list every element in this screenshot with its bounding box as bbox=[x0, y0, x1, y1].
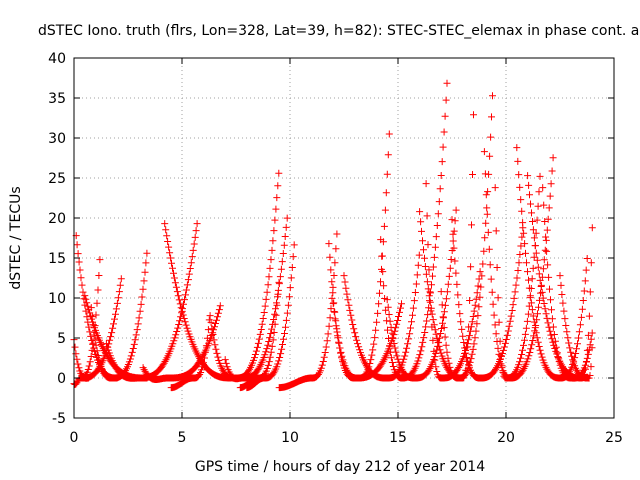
arc-markers bbox=[243, 241, 298, 392]
y-tick-label: 25 bbox=[48, 171, 66, 187]
satellite-arc bbox=[161, 220, 235, 382]
x-tick-label: 5 bbox=[178, 430, 187, 446]
satellite-arc bbox=[383, 206, 460, 382]
arc-markers bbox=[340, 251, 423, 382]
y-tick-label: 15 bbox=[48, 251, 66, 267]
satellite-arc bbox=[340, 251, 423, 382]
y-axis-label: dSTEC / TECUs bbox=[8, 186, 24, 289]
y-tick-label: 20 bbox=[48, 211, 66, 227]
satellite-arc bbox=[556, 272, 596, 382]
y-tick-label: 40 bbox=[48, 51, 66, 67]
plot-frame bbox=[73, 57, 615, 419]
y-tick-label: -5 bbox=[52, 411, 66, 427]
arc-markers bbox=[329, 130, 393, 382]
arc-markers bbox=[167, 316, 213, 392]
y-tick-label: 30 bbox=[48, 131, 66, 147]
x-tick-label: 15 bbox=[389, 430, 407, 446]
x-tick-label: 0 bbox=[70, 430, 79, 446]
arc-markers bbox=[491, 172, 544, 382]
satellite-arc bbox=[275, 230, 341, 392]
arc-markers bbox=[383, 206, 460, 382]
y-tick-label: 10 bbox=[48, 291, 66, 307]
satellite-arc bbox=[329, 130, 393, 382]
arc-markers bbox=[422, 180, 484, 382]
satellite-arc bbox=[243, 241, 298, 392]
x-tick-label: 25 bbox=[605, 430, 623, 446]
series-dstec bbox=[70, 79, 596, 392]
x-tick-label: 10 bbox=[281, 430, 299, 446]
satellite-arc bbox=[221, 214, 291, 383]
y-tick-label: 35 bbox=[48, 91, 66, 107]
chart-title: dSTEC Iono. truth (flrs, Lon=328, Lat=39… bbox=[38, 23, 639, 39]
x-tick-label: 20 bbox=[497, 430, 515, 446]
y-tick-label: 5 bbox=[57, 331, 66, 347]
satellite-arc bbox=[167, 316, 213, 392]
y-tick-label: 0 bbox=[57, 371, 66, 387]
grid bbox=[74, 58, 614, 418]
arc-markers bbox=[275, 230, 341, 392]
arc-markers bbox=[161, 220, 235, 382]
arc-markers bbox=[221, 214, 291, 383]
arc-markers bbox=[556, 272, 596, 382]
satellite-arc bbox=[422, 180, 484, 382]
x-axis-label: GPS time / hours of day 212 of year 2014 bbox=[195, 459, 485, 475]
satellite-arc bbox=[491, 172, 544, 382]
satellite-arc bbox=[437, 92, 496, 382]
arc-markers bbox=[437, 92, 496, 382]
